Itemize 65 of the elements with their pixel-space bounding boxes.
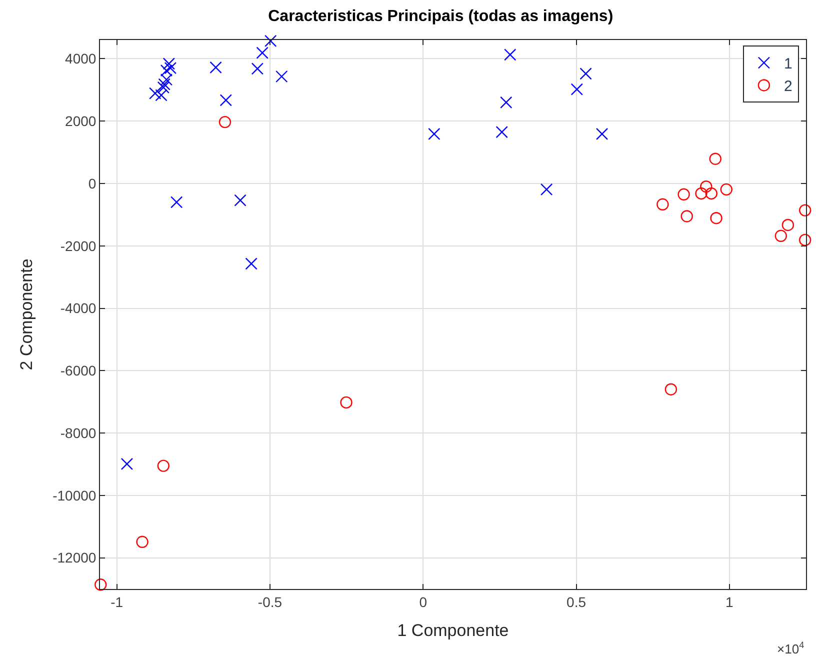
y-tick-label: 0 xyxy=(88,175,96,192)
legend-label: 2 xyxy=(784,78,792,96)
point xyxy=(540,183,553,196)
legend-label: 1 xyxy=(784,56,792,73)
x-tick-label: 0.5 xyxy=(566,594,586,610)
point xyxy=(710,212,722,224)
point xyxy=(170,196,183,208)
point xyxy=(162,58,176,70)
point xyxy=(700,180,712,193)
point xyxy=(160,64,173,77)
point xyxy=(160,74,173,86)
point xyxy=(276,70,288,83)
point xyxy=(798,234,812,246)
x-tick-label: -0.5 xyxy=(258,594,282,610)
point xyxy=(678,188,690,201)
point xyxy=(264,34,277,48)
point xyxy=(496,126,508,138)
y-axis-title: 2 Componente xyxy=(17,258,36,370)
point xyxy=(94,578,107,591)
y-tick-label: -8000 xyxy=(60,424,96,441)
x-tick-label: 0 xyxy=(419,594,428,610)
point xyxy=(157,460,170,472)
point xyxy=(656,198,669,210)
point xyxy=(158,78,170,90)
text: ×10$^{4}$ xyxy=(777,640,804,656)
point xyxy=(245,258,258,270)
point xyxy=(580,68,592,80)
point xyxy=(234,194,246,206)
point xyxy=(340,396,352,409)
point xyxy=(256,46,268,59)
point xyxy=(210,61,222,74)
point xyxy=(155,89,168,102)
point xyxy=(705,187,718,200)
point xyxy=(504,48,516,61)
point xyxy=(120,458,134,470)
x-axis-title: 1 Componente xyxy=(397,621,509,640)
x-tick-label: -1 xyxy=(110,594,124,610)
point xyxy=(136,536,148,548)
point xyxy=(798,204,812,216)
point xyxy=(149,87,162,100)
point xyxy=(500,96,512,108)
point xyxy=(664,383,678,396)
y-tick-label: -12000 xyxy=(52,550,96,566)
y-tick-label: -10000 xyxy=(52,487,96,504)
point xyxy=(218,116,232,128)
point xyxy=(596,128,608,140)
point xyxy=(157,81,170,94)
x-tick-label: 1 xyxy=(726,594,734,610)
y-tick-label: 2000 xyxy=(65,113,96,129)
point xyxy=(782,218,794,232)
point xyxy=(774,230,787,242)
y-tick-label: 4000 xyxy=(65,50,96,67)
point xyxy=(695,187,708,200)
y-tick-label: -2000 xyxy=(60,238,96,254)
point xyxy=(164,62,177,74)
point xyxy=(220,94,232,106)
y-tick-label: -6000 xyxy=(60,362,96,379)
point xyxy=(720,183,732,196)
point xyxy=(570,83,583,96)
point xyxy=(680,210,693,222)
point xyxy=(709,152,722,165)
y-tick-label: -4000 xyxy=(60,300,96,316)
point xyxy=(428,128,440,140)
chart-title: Caracteristicas Principais (todas as imagens) xyxy=(268,8,614,26)
point xyxy=(251,62,264,75)
